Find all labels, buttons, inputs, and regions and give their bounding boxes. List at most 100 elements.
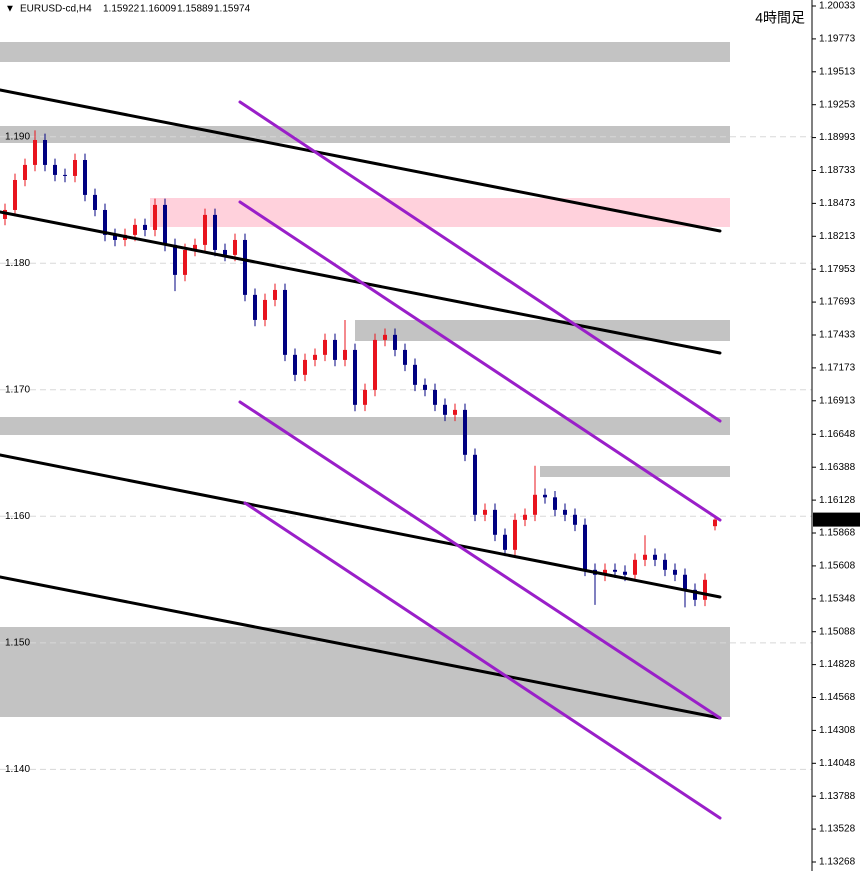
candle-body — [633, 559, 637, 575]
y-tick-label: 1.16388 — [819, 462, 856, 473]
y-tick-label: 1.19253 — [819, 99, 856, 110]
y-tick-label: 1.14308 — [819, 725, 856, 736]
candles — [3, 130, 717, 608]
candle-body — [513, 519, 517, 550]
trendline — [0, 88, 722, 233]
level-label: 1.160 — [5, 511, 30, 522]
candle-body — [423, 384, 427, 390]
candle-body — [413, 364, 417, 385]
y-tick-label: 1.18993 — [819, 132, 856, 143]
candle-body — [223, 249, 227, 255]
price-axis: 1.20033 1.19773 1.19513 1.19253 1.18993 1.187… — [811, 0, 860, 871]
y-tick-label: 1.18213 — [819, 231, 856, 242]
zone — [0, 42, 730, 62]
candle-body — [653, 554, 657, 560]
candle-body — [563, 509, 567, 515]
candle-body — [43, 139, 47, 165]
y-tick-label: 1.20033 — [819, 1, 856, 12]
candle-body — [103, 209, 107, 235]
candle-body — [133, 224, 137, 235]
y-tick-label: 1.15868 — [819, 528, 856, 539]
candle-body — [493, 509, 497, 535]
zone — [0, 417, 730, 435]
y-tick-label: 1.14568 — [819, 692, 856, 703]
candle-body — [113, 234, 117, 240]
candle-body — [183, 249, 187, 275]
y-tick-label: 1.19513 — [819, 66, 856, 77]
zone — [540, 466, 730, 477]
ohlc-low: 1.15889 — [177, 4, 214, 15]
candle-body — [713, 519, 717, 527]
candle-body — [463, 409, 467, 455]
candle-body — [193, 244, 197, 250]
candle-body — [473, 454, 477, 515]
y-tick-label: 1.13528 — [819, 824, 856, 835]
candle-body — [663, 559, 667, 570]
candle-body — [283, 289, 287, 355]
level-label: 1.150 — [5, 637, 30, 648]
candle-body — [173, 244, 177, 275]
candle-body — [293, 354, 297, 375]
y-tick-label: 1.17953 — [819, 264, 856, 275]
candle-body — [63, 174, 67, 176]
y-tick-label: 1.17693 — [819, 297, 856, 308]
candle-body — [673, 569, 677, 575]
level-label: 1.140 — [5, 764, 30, 775]
y-tick-label: 1.18733 — [819, 165, 856, 176]
candle-body — [153, 204, 157, 230]
candle-body — [523, 514, 527, 520]
candle-body — [603, 569, 607, 575]
candle-body — [613, 569, 617, 572]
ohlc-close: 1.15974 — [214, 4, 251, 15]
candle-body — [273, 289, 277, 300]
y-tick-label: 1.16648 — [819, 429, 856, 440]
y-tick-label: 1.16913 — [819, 395, 856, 406]
candle-body — [213, 214, 217, 250]
candle-body — [643, 554, 647, 560]
timeframe-label: 4時間足 — [755, 10, 805, 26]
trendline — [0, 575, 722, 720]
y-tick-label: 1.15088 — [819, 626, 856, 637]
trendline — [238, 400, 722, 720]
zone — [150, 198, 730, 227]
level-label: 1.170 — [5, 384, 30, 395]
candle-body — [253, 294, 257, 320]
y-tick-label: 1.19773 — [819, 34, 856, 45]
candle-body — [73, 159, 77, 176]
y-tick-label: 1.17433 — [819, 330, 856, 341]
candle-body — [543, 494, 547, 498]
trendline — [243, 501, 722, 820]
candle-body — [33, 139, 37, 165]
candle-body — [323, 339, 327, 355]
candle-body — [573, 514, 577, 525]
level-label: 1.180 — [5, 258, 30, 269]
candle-body — [383, 334, 387, 340]
candle-body — [443, 404, 447, 415]
candle-body — [363, 389, 367, 405]
candle-body — [703, 579, 707, 600]
candle-body — [333, 339, 337, 360]
trendline — [238, 100, 722, 423]
candle-body — [553, 497, 557, 510]
ohlc-open: 1.15922 — [103, 4, 140, 15]
menu-arrow: ▼ — [5, 4, 15, 15]
candle-body — [483, 509, 487, 515]
zone — [355, 320, 730, 341]
current-price: 1.15974 — [818, 514, 855, 525]
y-tick-label: 1.14828 — [819, 659, 856, 670]
y-tick-label: 1.13788 — [819, 791, 856, 802]
candle-body — [303, 359, 307, 375]
candle-body — [453, 409, 457, 415]
level-label: 1.190 — [5, 131, 30, 142]
candle-body — [373, 339, 377, 390]
candle-body — [393, 334, 397, 350]
candle-body — [353, 349, 357, 405]
candle-body — [343, 349, 347, 360]
price-marker — [813, 512, 860, 527]
candle-body — [93, 194, 97, 210]
candle-body — [243, 239, 247, 295]
candle-body — [403, 349, 407, 365]
ohlc-high: 1.16009 — [140, 4, 177, 15]
